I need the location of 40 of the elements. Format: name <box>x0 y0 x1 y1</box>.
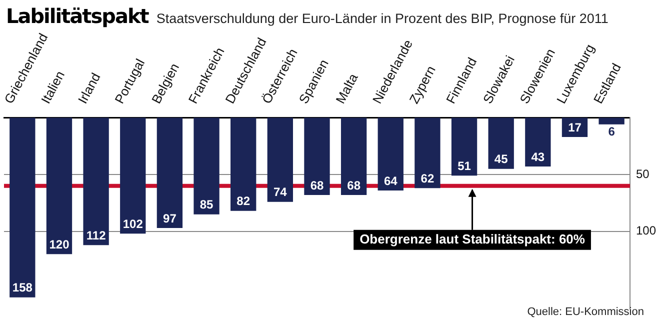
data-label: 158 <box>12 280 33 295</box>
chart-title: Labilitätspakt <box>6 4 148 28</box>
data-label: 97 <box>163 211 177 226</box>
data-label: 82 <box>236 194 250 208</box>
data-label: 51 <box>458 158 472 173</box>
x-tick-label: Malta <box>332 70 362 106</box>
annotation: Quelle: EU-Kommission <box>527 306 644 318</box>
data-label: 64 <box>384 174 398 188</box>
bar <box>378 118 404 190</box>
bar <box>83 118 109 246</box>
data-label: 120 <box>49 237 70 252</box>
data-label: 68 <box>310 178 324 192</box>
data-label: 85 <box>200 198 214 212</box>
y-tick-label: 50 <box>636 166 650 181</box>
data-label: 6 <box>608 124 616 139</box>
bar <box>304 118 330 195</box>
bar <box>156 118 183 228</box>
data-label: 62 <box>420 171 434 186</box>
data-label: 102 <box>122 217 144 231</box>
chart-subtitle: Staatsverschuldung der Euro-Länder in Prozent des BIP, Prognose für 2011 <box>156 11 608 26</box>
ref-line-label: Obergrenze laut Stabilitätspakt: 60% <box>360 231 586 246</box>
data-label: 43 <box>531 150 545 164</box>
bar <box>525 118 551 167</box>
data-label: 17 <box>568 120 582 134</box>
bar <box>10 118 36 298</box>
data-label: 45 <box>494 152 508 166</box>
y-tick-label: 100 <box>636 224 656 238</box>
data-label: 112 <box>86 228 106 242</box>
bar <box>194 118 220 214</box>
bar <box>451 118 478 176</box>
data-label: 68 <box>347 178 361 192</box>
bar <box>598 118 624 124</box>
bar <box>488 118 514 169</box>
bar <box>230 118 256 211</box>
bar <box>267 118 293 202</box>
bar <box>414 118 440 188</box>
data-label: 74 <box>273 185 288 200</box>
bar <box>46 118 72 254</box>
bar <box>340 118 367 195</box>
bar <box>120 118 146 234</box>
